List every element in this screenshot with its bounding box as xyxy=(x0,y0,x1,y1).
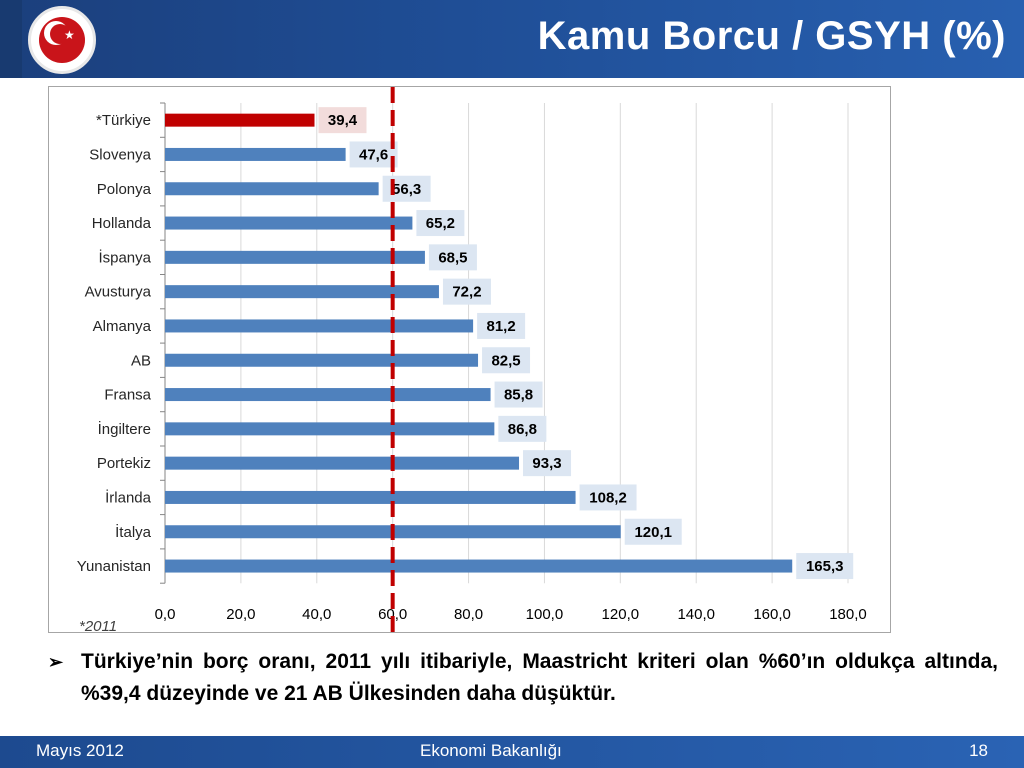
star-icon: ★ xyxy=(64,28,75,42)
value-label: 56,3 xyxy=(392,181,421,198)
bar xyxy=(165,285,439,299)
value-label: 68,5 xyxy=(438,249,467,266)
value-label: 85,8 xyxy=(504,387,533,404)
category-label: Avusturya xyxy=(85,284,152,301)
category-label: AB xyxy=(131,352,151,369)
footer-date: Mayıs 2012 xyxy=(36,741,124,760)
category-label: Slovenya xyxy=(89,146,151,163)
value-label-bg xyxy=(349,141,398,168)
ministry-logo: ★ xyxy=(28,6,96,74)
category-label: Portekiz xyxy=(97,455,151,472)
category-label: İrlanda xyxy=(105,488,152,506)
bar xyxy=(165,353,479,367)
value-label-bg xyxy=(442,278,491,305)
category-label: İtalya xyxy=(115,523,152,541)
x-tick-label: 180,0 xyxy=(829,606,867,623)
category-label: Polonya xyxy=(97,181,152,198)
bar xyxy=(165,559,793,573)
bar xyxy=(165,216,413,230)
header-bar: ★ Kamu Borcu / GSYH (%) xyxy=(0,0,1024,78)
x-tick-label: 0,0 xyxy=(155,606,176,623)
bar xyxy=(165,113,315,127)
value-label: 82,5 xyxy=(491,352,520,369)
bar xyxy=(165,182,379,196)
value-label-bg xyxy=(579,484,637,511)
bar xyxy=(165,490,576,504)
value-label: 72,2 xyxy=(452,284,481,301)
footer-bar: Mayıs 2012 Ekonomi Bakanlığı 18 xyxy=(0,736,1024,768)
x-tick-label: 140,0 xyxy=(677,606,715,623)
category-label: Fransa xyxy=(104,387,151,404)
x-tick-label: 160,0 xyxy=(753,606,791,623)
bar xyxy=(165,388,491,402)
x-tick-label: 80,0 xyxy=(454,606,483,623)
bar xyxy=(165,250,425,264)
x-tick-label: 40,0 xyxy=(302,606,331,623)
value-label: 86,8 xyxy=(508,421,537,438)
bar-chart: *Türkiye 39,4 Slovenya 47,6 Polonya 56,3 Holla… xyxy=(77,87,867,632)
category-label: İngiltere xyxy=(98,420,151,438)
arrow-bullet-icon: ➢ xyxy=(48,652,64,672)
value-label: 65,2 xyxy=(426,215,455,232)
bar xyxy=(165,422,495,436)
x-tick-label: 20,0 xyxy=(226,606,255,623)
category-label: Almanya xyxy=(93,318,152,335)
value-label-bg xyxy=(482,347,531,374)
value-label: 93,3 xyxy=(532,455,561,472)
value-label: 81,2 xyxy=(487,318,516,335)
value-label-bg xyxy=(796,553,854,580)
value-label-bg xyxy=(477,312,526,339)
value-label-bg xyxy=(523,450,572,477)
x-tick-label: 60,0 xyxy=(378,606,407,623)
x-tick-label: 120,0 xyxy=(602,606,640,623)
page-number: 18 xyxy=(969,741,988,760)
page-title: Kamu Borcu / GSYH (%) xyxy=(537,14,1006,58)
bar xyxy=(165,456,520,470)
category-label: Hollanda xyxy=(92,215,152,232)
header-accent xyxy=(0,0,22,78)
category-label: İspanya xyxy=(98,248,151,266)
bullet-text: Türkiye’nin borç oranı, 2011 yılı itibar… xyxy=(81,650,998,705)
value-label-bg xyxy=(498,415,547,442)
value-label: 165,3 xyxy=(806,558,844,575)
value-label: 47,6 xyxy=(359,146,388,163)
x-tick-label: 100,0 xyxy=(526,606,564,623)
value-label-bg xyxy=(624,518,682,545)
chart-note: *2011 xyxy=(79,618,117,632)
bar xyxy=(165,147,346,161)
bar xyxy=(165,319,474,333)
value-label-bg xyxy=(318,107,367,134)
crescent-inner xyxy=(50,24,70,44)
value-label: 39,4 xyxy=(328,112,358,129)
footer-organization: Ekonomi Bakanlığı xyxy=(420,741,562,760)
value-label: 120,1 xyxy=(634,524,672,541)
category-label: Yunanistan xyxy=(77,558,151,575)
chart-container: *Türkiye 39,4 Slovenya 47,6 Polonya 56,3 Holla… xyxy=(48,86,891,633)
bullet-point: ➢ Türkiye’nin borç oranı, 2011 yılı itib… xyxy=(48,646,998,710)
value-label-bg xyxy=(416,210,465,237)
category-label: *Türkiye xyxy=(96,112,151,129)
value-label-bg xyxy=(428,244,477,271)
value-label-bg xyxy=(382,175,431,202)
value-label-bg xyxy=(494,381,543,408)
value-label: 108,2 xyxy=(589,489,627,506)
